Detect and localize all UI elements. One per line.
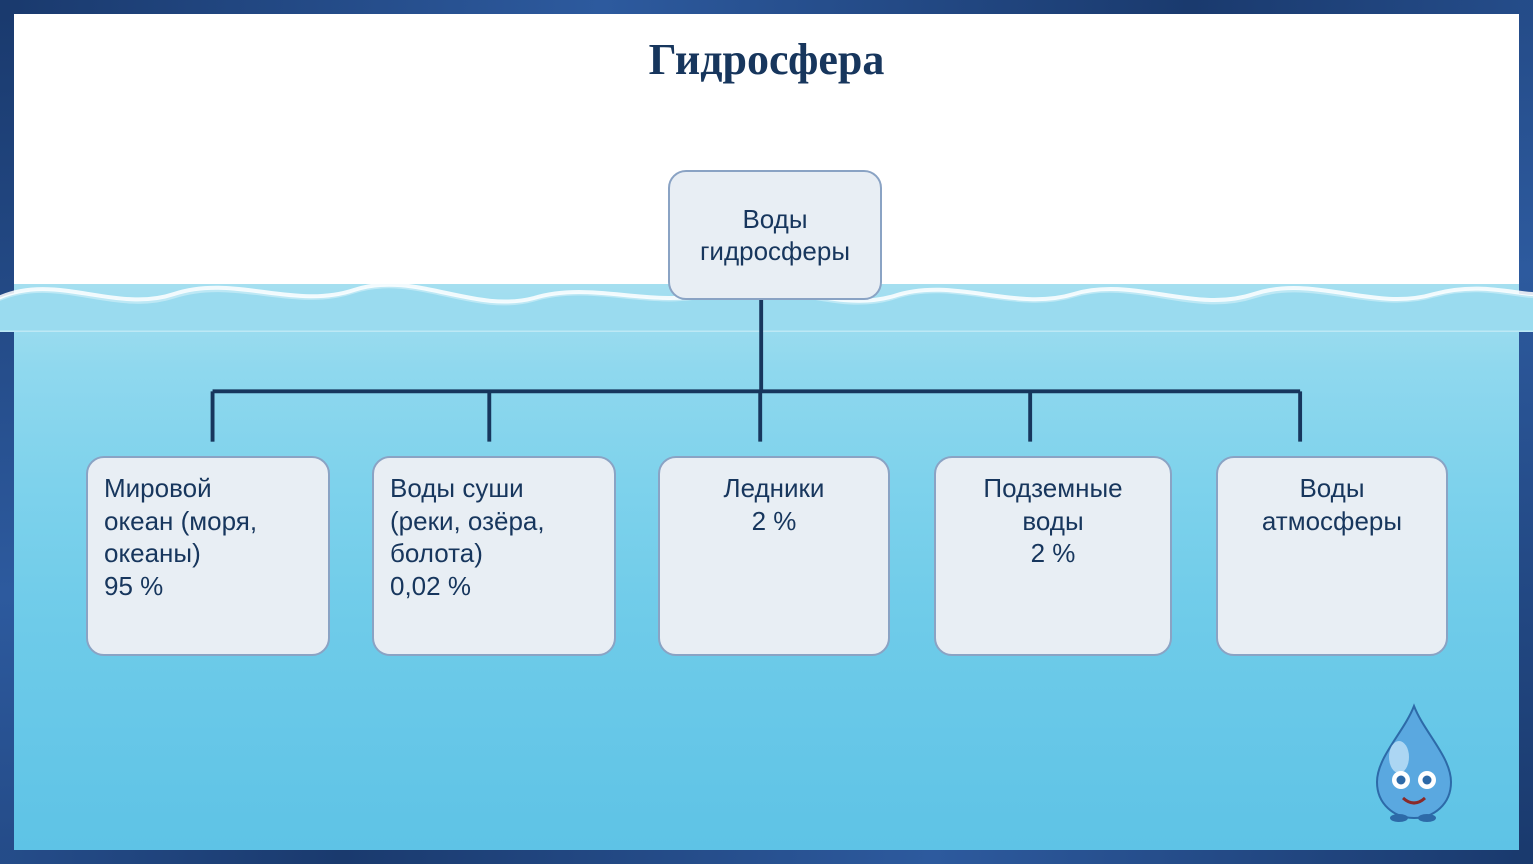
tree-leaf-node: Воды суши (реки, озёра, болота) 0,02 % <box>372 456 616 656</box>
mascot-pupil-right <box>1423 776 1432 785</box>
mascot-highlight <box>1389 741 1409 773</box>
tree-leaf-node: Мировой океан (моря, океаны) 95 % <box>86 456 330 656</box>
tree-leaf-node: Ледники 2 % <box>658 456 890 656</box>
mascot-body <box>1377 706 1451 818</box>
water-drop-mascot <box>1369 702 1459 822</box>
slide-frame: Гидросфера Воды гидросферы Мировой океан… <box>0 0 1533 864</box>
tree-root-node: Воды гидросферы <box>668 170 882 300</box>
tree-leaf-node: Воды атмосферы <box>1216 456 1448 656</box>
mascot-pupil-left <box>1397 776 1406 785</box>
mascot-foot-right <box>1418 814 1436 822</box>
tree-leaf-node: Подземные воды 2 % <box>934 456 1172 656</box>
mascot-foot-left <box>1390 814 1408 822</box>
page-title: Гидросфера <box>14 34 1519 85</box>
